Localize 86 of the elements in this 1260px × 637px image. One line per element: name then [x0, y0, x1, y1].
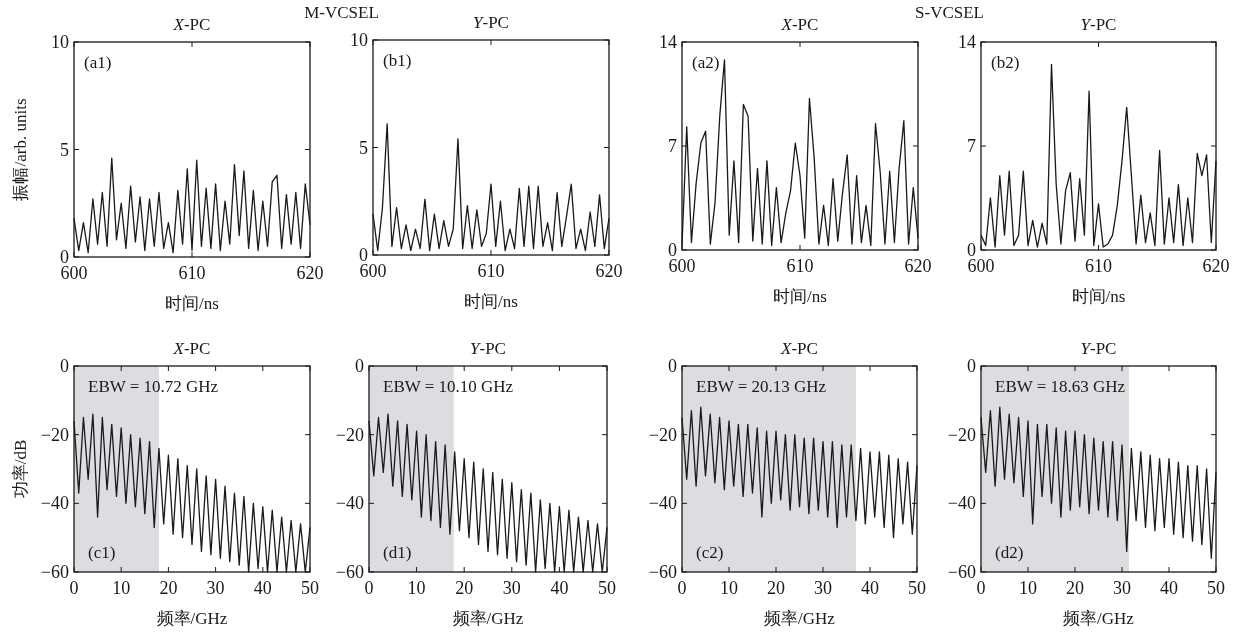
y-tick-label: 14	[659, 32, 677, 52]
x-tick-label: 10	[407, 578, 426, 598]
y-tick-label: 10	[51, 32, 69, 52]
x-tick-label: 40	[1160, 578, 1178, 598]
x-tick-label: 30	[814, 578, 832, 598]
text: M-VCSEL	[304, 3, 379, 22]
annotation: EBW = 20.13 GHz	[696, 377, 827, 396]
x-tick-label: 40	[550, 578, 569, 598]
y-tick-label: −60	[335, 562, 364, 582]
y-tick-label: −40	[648, 493, 677, 514]
x-tick-label: 20	[455, 578, 474, 598]
y-tick-label: −40	[335, 493, 364, 514]
annotation: (b1)	[383, 51, 412, 70]
y-tick-label: 5	[359, 137, 368, 158]
y-tick-label: −40	[40, 493, 69, 514]
x-tick-label: 20	[159, 578, 178, 598]
x-tick-label: 610	[178, 263, 206, 283]
x-tick-label: 620	[595, 261, 623, 281]
y-tick-label: −40	[947, 493, 976, 514]
y-tick-label: 7	[967, 136, 976, 156]
chart-title: Y-PC	[1080, 15, 1117, 34]
x-tick-label: 600	[60, 263, 88, 283]
x-tick-label: 40	[253, 578, 272, 598]
y-tick-label: 7	[668, 136, 677, 156]
annotation: (c1)	[88, 543, 116, 562]
x-tick-label: 610	[786, 256, 814, 276]
x-tick-label: 10	[112, 578, 131, 598]
x-tick-label: 620	[1202, 256, 1230, 276]
y-tick-label: 0	[967, 356, 976, 376]
y-tick-label: 0	[355, 356, 364, 376]
x-axis-title: 频率/GHz	[156, 609, 228, 628]
annotation: (d2)	[995, 543, 1024, 562]
y-axis-title: 振幅/arb. units	[11, 98, 30, 201]
x-axis-title: 频率/GHz	[1063, 609, 1135, 628]
chart-title: X-PC	[172, 15, 211, 34]
chart-title: X-PC	[780, 15, 819, 34]
x-tick-label: 40	[861, 578, 879, 598]
chart-title: Y-PC	[1080, 339, 1117, 358]
x-tick-label: 610	[477, 261, 505, 281]
y-tick-label: 0	[60, 356, 69, 376]
annotation: (a1)	[84, 53, 112, 72]
x-tick-label: 50	[301, 578, 319, 598]
y-tick-label: −20	[947, 424, 976, 445]
text: S-VCSEL	[915, 3, 984, 22]
x-tick-label: 10	[1019, 578, 1037, 598]
annotation: (c2)	[696, 543, 724, 562]
annotation: (a2)	[692, 53, 720, 72]
x-tick-label: 50	[908, 578, 926, 598]
x-tick-label: 10	[720, 578, 738, 598]
x-axis-title: 时间/ns	[773, 287, 827, 306]
y-tick-label: 10	[350, 30, 368, 50]
annotation: EBW = 18.63 GHz	[995, 377, 1126, 396]
x-tick-label: 20	[767, 578, 785, 598]
x-tick-label: 20	[1066, 578, 1084, 598]
y-tick-label: −20	[648, 424, 677, 445]
x-axis-title: 频率/GHz	[764, 609, 836, 628]
x-tick-label: 30	[206, 578, 225, 598]
annotation: EBW = 10.10 GHz	[383, 377, 514, 396]
annotation: (d1)	[383, 543, 412, 562]
x-axis-title: 时间/ns	[1071, 287, 1126, 306]
y-tick-label: 5	[60, 139, 69, 160]
y-tick-label: −60	[40, 562, 69, 582]
x-tick-label: 600	[359, 261, 387, 281]
x-tick-label: 30	[502, 578, 521, 598]
chart-title: Y-PC	[470, 339, 506, 358]
y-tick-label: −20	[40, 424, 69, 445]
x-tick-label: 620	[904, 256, 932, 276]
x-tick-label: 50	[1207, 578, 1225, 598]
y-axis-title: 功率/dB	[11, 439, 30, 499]
y-tick-label: 0	[668, 356, 677, 376]
y-tick-label: −20	[335, 424, 364, 445]
y-tick-label: −60	[648, 562, 677, 582]
x-axis-title: 时间/ns	[165, 294, 219, 313]
y-tick-label: −60	[947, 562, 976, 582]
x-tick-label: 610	[1085, 256, 1112, 276]
annotation: EBW = 10.72 GHz	[88, 377, 219, 396]
chart-title: Y-PC	[473, 13, 509, 32]
chart-title: X-PC	[780, 339, 818, 358]
x-tick-label: 50	[598, 578, 616, 598]
x-axis-title: 频率/GHz	[452, 609, 524, 628]
chart-title: X-PC	[172, 339, 211, 358]
y-tick-label: 14	[958, 32, 976, 52]
x-axis-title: 时间/ns	[464, 292, 518, 311]
x-tick-label: 620	[296, 263, 324, 283]
x-tick-label: 30	[1113, 578, 1131, 598]
annotation: (b2)	[991, 53, 1020, 72]
